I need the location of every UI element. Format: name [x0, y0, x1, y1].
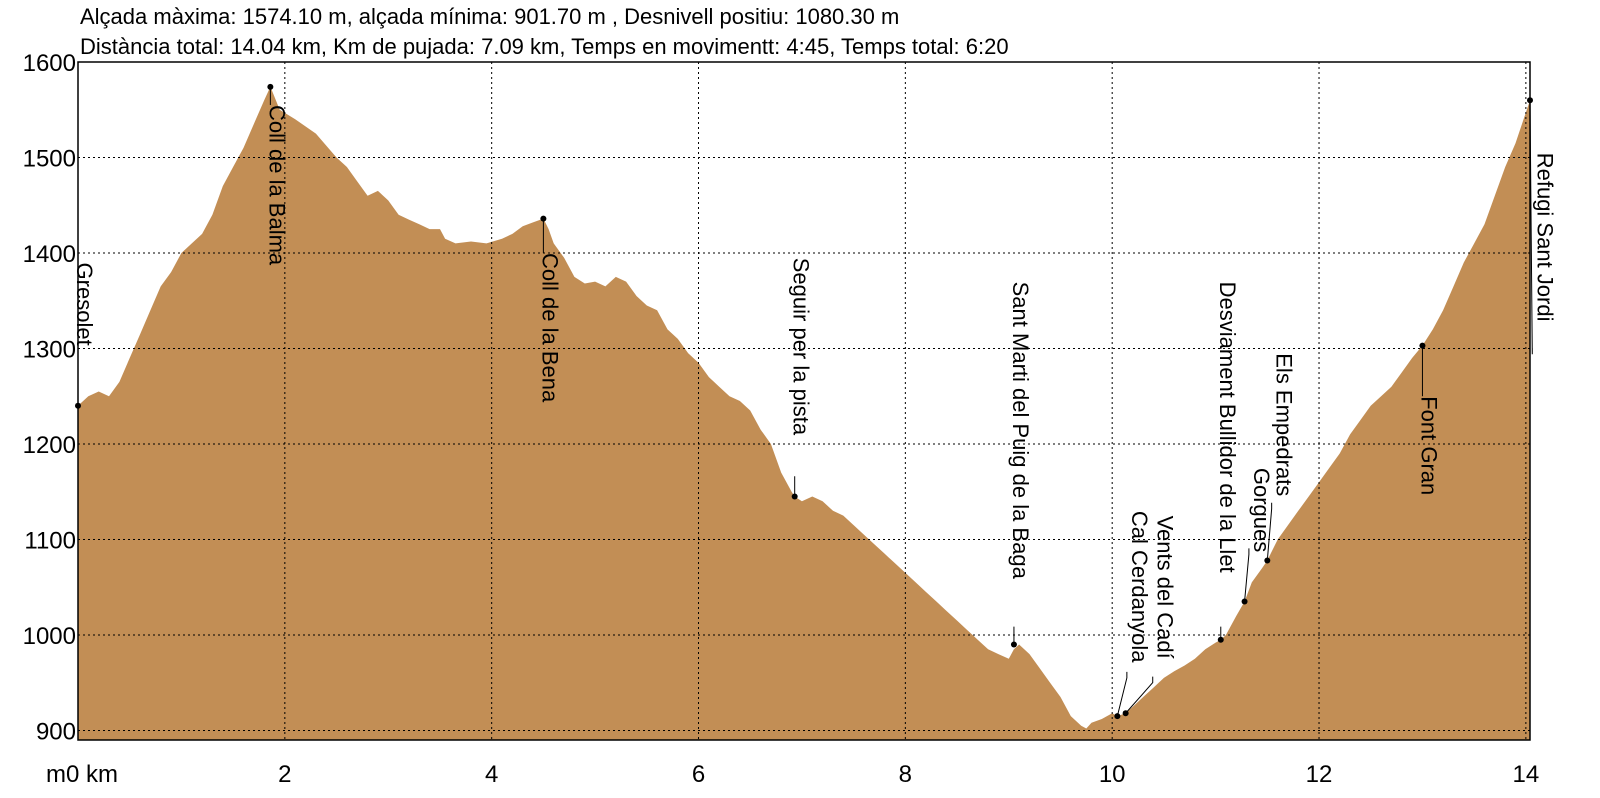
waypoint-marker-9 [1264, 557, 1271, 564]
waypoint-label-2: Coll de la Bena [537, 253, 562, 403]
x-tick-label-2: 4 [485, 761, 498, 788]
x-tick-label-6: 12 [1306, 761, 1333, 788]
x-tick-label-3: 6 [692, 761, 705, 788]
x-tick-label-0: 0 km [66, 761, 118, 788]
waypoint-label-9: Els Empedrats [1272, 353, 1297, 496]
waypoint-leader-9 [1266, 502, 1273, 561]
waypoint-marker-7 [1217, 636, 1224, 643]
y-tick-label-3: 1200 [23, 432, 76, 459]
waypoint-marker-1 [267, 83, 274, 90]
waypoint-leader-8 [1244, 548, 1250, 602]
waypoint-label-0: Gresolet [72, 263, 97, 346]
waypoint-label-3: Seguir per la pista [789, 258, 814, 436]
x-tick-label-1: 2 [278, 761, 291, 788]
waypoint-marker-3 [791, 493, 798, 500]
waypoint-marker-5 [1114, 713, 1121, 720]
waypoint-marker-0 [75, 402, 81, 409]
waypoint-label-6: Vents del Cadí [1153, 516, 1178, 659]
waypoint-marker-6 [1122, 710, 1129, 717]
waypoint-label-7: Desviament Bullidor de la Llet [1215, 282, 1240, 573]
waypoint-leader-5 [1116, 671, 1128, 717]
waypoint-label-8: Gorgues [1249, 468, 1274, 552]
waypoint-label-1: Coll de la Balma [264, 105, 289, 266]
waypoint-label-10: Font Gran [1416, 396, 1441, 495]
y-tick-label-7: 1600 [23, 50, 76, 77]
waypoint-marker-4 [1010, 641, 1017, 648]
waypoint-marker-11 [1527, 97, 1533, 104]
y-tick-label-2: 1100 [24, 527, 76, 554]
header-line-2: Distància total: 14.04 km, Km de pujada:… [80, 34, 1009, 59]
waypoint-leader-6 [1125, 676, 1154, 714]
x-tick-label-7: 14 [1513, 761, 1540, 788]
waypoint-label-4: Sant Marti del Puig de la Baga [1008, 282, 1033, 580]
waypoint-label-11: Refugi Sant Jordi [1532, 153, 1557, 322]
y-tick-label-4: 1300 [23, 336, 76, 363]
waypoint-marker-2 [540, 215, 547, 222]
y-tick-label-6: 1500 [23, 145, 76, 172]
header-line-1: Alçada màxima: 1574.10 m, alçada mínima:… [80, 4, 899, 29]
x-tick-label-4: 8 [899, 761, 912, 788]
waypoint-leader-11 [1529, 100, 1533, 355]
y-tick-label-1: 1000 [23, 623, 76, 650]
waypoint-label-5: Cal Cerdanyola [1127, 511, 1152, 663]
y-tick-label-5: 1400 [23, 241, 76, 268]
plot-area: 900 1000 1100 1200 1300 1400 1500 1600 0 km 2 4 6 8 1… [23, 50, 1558, 788]
elevation-area [78, 86, 1530, 741]
x-unit-label: m [46, 761, 66, 788]
waypoint-marker-8 [1241, 598, 1248, 605]
x-tick-label-5: 10 [1099, 761, 1126, 788]
waypoint-marker-10 [1419, 342, 1426, 349]
y-tick-label-0: 900 [36, 718, 76, 745]
